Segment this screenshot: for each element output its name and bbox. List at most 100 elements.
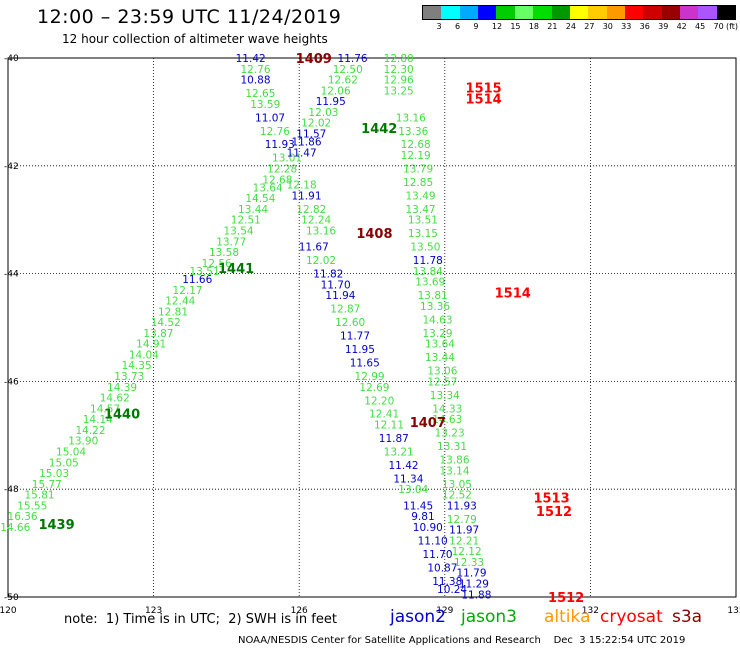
colorbar-swatch [533, 6, 552, 19]
wave-height-value: 10.88 [240, 75, 270, 87]
wave-height-value: 13.47 [406, 204, 436, 216]
colorbar-label: 15 [510, 22, 521, 31]
wave-height-value: 12.33 [454, 557, 484, 569]
wave-height-value: 15.77 [32, 479, 62, 491]
lat-tick-label: -42 [4, 162, 19, 172]
colorbar-label: 30 [602, 22, 613, 31]
wave-height-value: 15.55 [17, 500, 47, 512]
legend-sat-jason3: jason3 [461, 607, 517, 627]
wave-height-value: 11.57 [296, 128, 326, 140]
map-frame [7, 57, 737, 598]
wave-height-value: 11.10 [418, 535, 448, 547]
wave-height-value: 13.16 [396, 112, 426, 124]
wave-height-value: 13.69 [415, 277, 445, 289]
wave-height-value: 12.12 [452, 546, 482, 558]
wave-height-value: 13.84 [413, 266, 443, 278]
legend-note: note: 1) Time is in UTC; 2) SWH is in fe… [64, 612, 337, 627]
lon-tick-label: 120 [0, 606, 17, 616]
wave-height-value: 13.05 [442, 479, 472, 491]
wave-height-value: 11.79 [456, 568, 486, 580]
wave-height-value: 13.21 [384, 446, 414, 458]
wave-height-value: 11.38 [432, 576, 462, 588]
wave-height-value: 12.41 [369, 409, 399, 421]
time-label: 1442 [361, 122, 397, 137]
wave-height-value: 13.50 [410, 242, 440, 254]
wave-height-value: 13.44 [425, 352, 455, 364]
wave-height-value: 14.63 [422, 314, 452, 326]
wave-height-value: 15.04 [56, 446, 86, 458]
lat-tick-label: -50 [4, 593, 19, 603]
colorbar-swatch [459, 6, 479, 19]
wave-height-value: 12.02 [301, 118, 331, 130]
lat-tick-label: -44 [4, 270, 19, 280]
colorbar-swatch [624, 6, 644, 19]
time-label: 1440 [104, 408, 140, 423]
colorbar-label: 12 [491, 22, 503, 31]
colorbar-labels: 3 6 9 12 15 18 21 24 27 30 33 36 39 42 45 70 (ft) [422, 22, 738, 34]
wave-height-value: 10.24 [437, 584, 467, 596]
wave-height-value: 13.31 [437, 441, 467, 453]
colorbar-label: 70 [713, 22, 724, 31]
wave-height-value: 14.54 [245, 193, 275, 205]
wave-height-value: 11.34 [393, 473, 423, 485]
wave-height-value: 13.81 [418, 290, 448, 302]
legend-sat-cryosat: cryosat [600, 607, 663, 627]
time-label: 1409 [296, 52, 332, 67]
colorbar-swatch [551, 6, 570, 19]
colorbar-swatch [423, 6, 442, 19]
wave-height-value: 13.51 [408, 215, 438, 227]
wave-height-value: 12.76 [260, 126, 290, 138]
wave-height-value: 16.36 [8, 511, 38, 523]
wave-height-value: 13.04 [398, 484, 428, 496]
wave-height-value: 12.21 [449, 535, 479, 547]
wave-height-value: 12.28 [267, 163, 297, 175]
legend-sat-altika: altika [544, 607, 591, 627]
colorbar-swatch [569, 6, 589, 19]
wave-height-value: 11.95 [316, 96, 346, 108]
legend-sat-jason2: jason2 [390, 607, 446, 627]
wave-height-value: 11.93 [447, 500, 477, 512]
colorbar-swatch [606, 6, 625, 19]
wave-height-value: 10.90 [413, 522, 443, 534]
colorbar-swatch [643, 6, 662, 19]
wave-height-value: 13.58 [209, 247, 239, 259]
time-label: 1512 [536, 505, 572, 520]
wave-height-value: 11.76 [338, 53, 368, 65]
wave-height-labels: 11.4212.7610.8812.6513.5911.0712.7611.93… [0, 53, 491, 601]
wave-height-value: 14.57 [90, 403, 120, 415]
wave-height-value: 11.07 [255, 112, 285, 124]
wave-height-value: 12.80 [384, 53, 414, 65]
lat-tick-label: -40 [4, 54, 19, 64]
time-label: 1514 [466, 92, 502, 107]
wave-height-value: 11.47 [287, 147, 317, 159]
colorbar-label: 21 [547, 22, 558, 31]
wave-height-value: 12.17 [173, 285, 203, 297]
colorbar-label: 39 [658, 22, 669, 31]
colorbar-label: 18 [528, 22, 539, 31]
wave-height-value: 12.51 [231, 215, 261, 227]
wave-height-value: 11.66 [182, 274, 212, 286]
wave-height-value: 11.95 [345, 344, 375, 356]
wave-height-value: 13.49 [406, 190, 436, 202]
wave-height-value: 14.62 [100, 393, 130, 405]
colorbar-label: 42 [676, 22, 687, 31]
colorbar-label: 33 [621, 22, 632, 31]
map-grid: 120 123 126 129 132 135 -40 -42 -44 -46 -48 -50 [0, 54, 740, 616]
wave-height-value: 12.96 [384, 75, 414, 87]
wave-height-value: 11.42 [389, 460, 419, 472]
wave-height-value: 12.85 [403, 177, 433, 189]
wave-height-value: 12.20 [364, 395, 394, 407]
wave-height-value: 12.76 [240, 64, 270, 76]
wave-height-value: 11.91 [291, 190, 321, 202]
wave-height-value: 13.16 [306, 225, 336, 237]
wave-height-value: 11.86 [291, 137, 321, 149]
colorbar-swatch [661, 6, 681, 19]
lon-tick-label: 132 [582, 606, 599, 616]
colorbar-label: 36 [639, 22, 650, 31]
colorbar [422, 5, 736, 20]
wave-height-value: 14.04 [129, 349, 159, 361]
wave-height-value: 13.34 [430, 390, 460, 402]
colorbar-label: 24 [565, 22, 576, 31]
wave-height-value: 11.77 [340, 331, 370, 343]
wave-height-value: 11.88 [461, 589, 491, 601]
